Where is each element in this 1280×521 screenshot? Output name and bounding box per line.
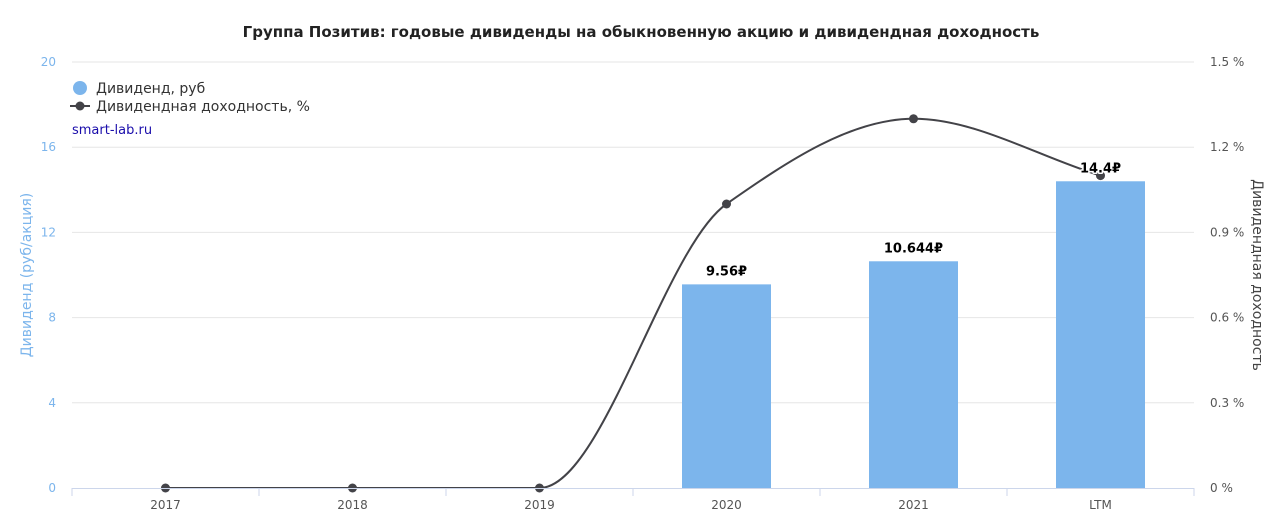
y-right-tick-label: 0.6 %: [1210, 311, 1244, 325]
x-tick-label: 2017: [150, 498, 181, 512]
legend-dividend-marker: [73, 81, 87, 95]
y-right-tick-label: 1.5 %: [1210, 55, 1244, 69]
legend-yield-label: Дивидендная доходность, %: [96, 99, 310, 115]
yield-point: [722, 199, 731, 209]
y-left-tick-label: 12: [41, 225, 56, 239]
y-left-tick-label: 4: [48, 396, 56, 410]
y-left-tick-label: 20: [41, 55, 56, 69]
bar-data-label: 14.4₽: [1080, 161, 1121, 176]
yield-line-path: [165, 117, 1101, 490]
bar-data-label: 9.56₽: [706, 264, 747, 279]
x-tick-label: 2019: [524, 498, 555, 512]
bar: [682, 284, 771, 488]
legend[interactable]: Дивиденд, руб Дивидендная доходность, %: [70, 81, 310, 115]
y-right-tick-label: 1.2 %: [1210, 140, 1244, 154]
y-left-tick-label: 16: [41, 140, 56, 154]
yield-point: [1096, 171, 1105, 181]
chart-title: Группа Позитив: годовые дивиденды на обы…: [243, 23, 1040, 41]
data-labels: 9.56₽ 10.644₽ 14.4₽: [704, 160, 1122, 281]
x-tick-label: 2021: [898, 498, 929, 512]
y-right-tick-label: 0 %: [1210, 481, 1233, 495]
bar: [1056, 181, 1145, 488]
x-tick-label: 2020: [711, 498, 742, 512]
y-left-tick-label: 0: [48, 481, 56, 495]
bar: [869, 261, 958, 488]
bar-data-label: 10.644₽: [884, 241, 943, 256]
y-right-tick-label: 0.9 %: [1210, 225, 1244, 239]
bars: [682, 181, 1145, 488]
legend-item-yield[interactable]: Дивидендная доходность, %: [70, 99, 310, 115]
x-tick-label: LTM: [1089, 498, 1112, 512]
y-axis-left: 0 4 8 12 16 20: [41, 55, 56, 495]
yield-line: [161, 114, 1105, 493]
y-axis-right-title: Дивидендная доходность: [1249, 179, 1265, 371]
y-axis-left-title: Дивиденд (руб/акция): [19, 193, 35, 358]
y-axis-right: 0 % 0.3 % 0.6 % 0.9 % 1.2 % 1.5 %: [1210, 55, 1244, 495]
legend-dividend-label: Дивиденд, руб: [96, 81, 205, 97]
legend-yield-marker: [75, 101, 85, 111]
yield-point: [909, 114, 918, 124]
x-axis: 2017 2018 2019 2020 2021 LTM: [71, 488, 1195, 512]
y-right-tick-label: 0.3 %: [1210, 396, 1244, 410]
x-tick-label: 2018: [337, 498, 368, 512]
gridlines: [72, 61, 1194, 404]
legend-item-dividend[interactable]: Дивиденд, руб: [73, 81, 205, 97]
credit-link[interactable]: smart-lab.ru: [72, 123, 152, 138]
y-left-tick-label: 8: [48, 311, 56, 325]
